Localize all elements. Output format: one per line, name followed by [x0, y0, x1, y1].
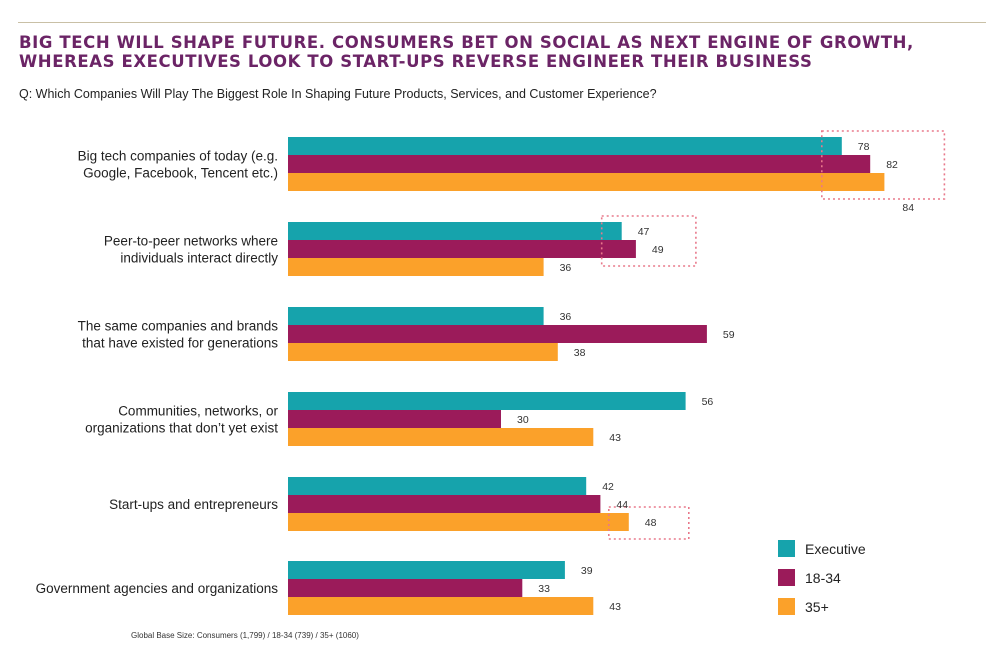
value-label-5-0: 39 [581, 565, 593, 577]
value-label-2-2: 38 [574, 347, 586, 359]
bar-4-1 [288, 495, 601, 513]
value-label-1-0: 47 [638, 226, 650, 238]
value-label-4-2: 48 [645, 517, 657, 529]
value-label-3-0: 56 [702, 396, 714, 408]
value-label-0-2: 84 [902, 202, 914, 214]
bar-1-2 [288, 258, 544, 276]
legend-label-2: 35+ [805, 599, 829, 615]
legend-swatch-1 [778, 569, 795, 586]
category-label-2-0: The same companies and brands [78, 319, 279, 334]
bar-4-2 [288, 513, 629, 531]
category-label-0-0: Big tech companies of today (e.g. [78, 149, 278, 164]
bar-3-2 [288, 428, 594, 446]
bar-1-1 [288, 240, 636, 258]
value-label-4-0: 42 [602, 481, 614, 493]
highlight-box-1 [600, 215, 697, 267]
bar-2-2 [288, 343, 558, 361]
bar-0-2 [288, 173, 885, 191]
highlight-box-2 [607, 506, 690, 540]
chart-title: BIG TECH WILL SHAPE FUTURE. CONSUMERS BE… [19, 33, 914, 71]
bar-2-1 [288, 325, 707, 343]
bar-3-0 [288, 392, 686, 410]
bar-0-0 [288, 137, 842, 155]
category-label-2-1: that have existed for generations [82, 336, 278, 351]
category-label-3-0: Communities, networks, or [118, 404, 278, 419]
category-label-5-0: Government agencies and organizations [36, 581, 279, 596]
bar-5-1 [288, 579, 523, 597]
legend-label-1: 18-34 [805, 570, 841, 586]
category-label-1-0: Peer-to-peer networks where [104, 234, 278, 249]
value-label-1-2: 36 [560, 262, 572, 274]
value-label-2-1: 59 [723, 329, 735, 341]
value-label-2-0: 36 [560, 311, 572, 323]
category-label-0-1: Google, Facebook, Tencent etc.) [83, 166, 278, 181]
bar-5-2 [288, 597, 594, 615]
category-label-4-0: Start-ups and entrepreneurs [109, 497, 278, 512]
bar-1-0 [288, 222, 622, 240]
value-label-5-2: 43 [609, 601, 621, 613]
legend-label-0: Executive [805, 541, 866, 557]
base-size-footnote: Global Base Size: Consumers (1,799) / 18… [131, 631, 359, 640]
value-label-0-1: 82 [886, 159, 898, 171]
survey-question: Q: Which Companies Will Play The Biggest… [19, 87, 657, 101]
bar-2-0 [288, 307, 544, 325]
value-label-4-1: 44 [616, 499, 628, 511]
bar-5-0 [288, 561, 565, 579]
value-label-0-0: 78 [858, 141, 870, 153]
legend-swatch-0 [778, 540, 795, 557]
bar-4-0 [288, 477, 587, 495]
bar-3-1 [288, 410, 501, 428]
value-label-3-2: 43 [609, 432, 621, 444]
value-label-1-1: 49 [652, 244, 664, 256]
bar-0-1 [288, 155, 871, 173]
legend-swatch-2 [778, 598, 795, 615]
highlight-box-0 [820, 130, 946, 200]
top-rule [18, 22, 986, 23]
value-label-3-1: 30 [517, 414, 529, 426]
category-label-3-1: organizations that don’t yet exist [85, 421, 278, 436]
category-label-1-1: individuals interact directly [120, 251, 278, 266]
value-label-5-1: 33 [538, 583, 550, 595]
